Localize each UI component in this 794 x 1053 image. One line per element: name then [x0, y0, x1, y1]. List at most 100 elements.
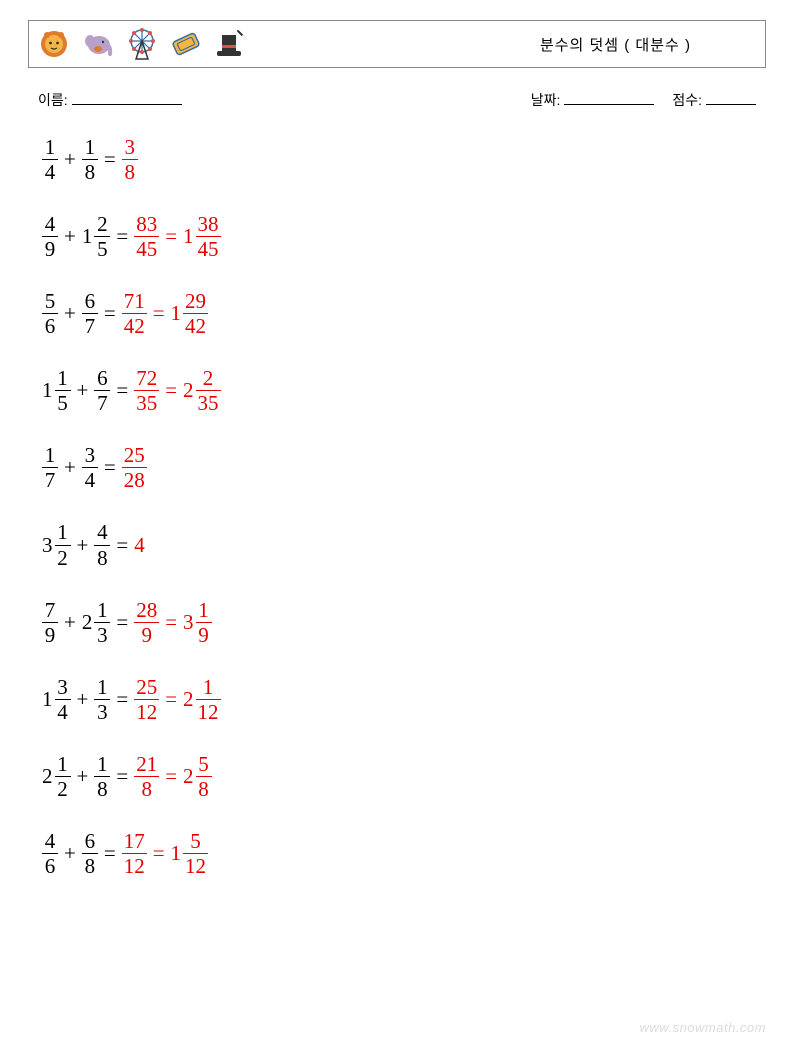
denominator: 2 [55, 778, 71, 800]
header-icons [37, 27, 247, 61]
fraction: 7235 [134, 367, 159, 414]
numerator: 1 [42, 444, 58, 466]
operand: 134 [42, 676, 71, 723]
whole-part: 2 [183, 766, 194, 787]
whole-part: 2 [183, 380, 194, 401]
numerator: 6 [82, 830, 98, 852]
ticket-icon [169, 27, 203, 61]
denominator: 7 [94, 392, 110, 414]
equals-sign: = [165, 380, 177, 401]
denominator: 35 [196, 392, 221, 414]
operand: 46 [42, 830, 58, 877]
numerator: 25 [122, 444, 147, 466]
answer-value: 4 [134, 535, 147, 556]
numerator: 1 [55, 367, 71, 389]
equals-sign: = [116, 766, 128, 787]
operator: + [64, 457, 76, 478]
numerator: 4 [94, 521, 110, 543]
operand: 13 [94, 676, 110, 723]
numerator: 2 [94, 213, 110, 235]
equals-sign: = [116, 380, 128, 401]
numerator: 1 [94, 599, 110, 621]
operator: + [64, 226, 76, 247]
fraction: 38 [122, 136, 138, 183]
operator: + [64, 843, 76, 864]
score-blank[interactable] [706, 90, 756, 105]
denominator: 12 [122, 855, 147, 877]
numerator: 21 [134, 753, 159, 775]
whole-part: 1 [42, 689, 53, 710]
fraction: 49 [42, 213, 58, 260]
equals-sign: = [153, 843, 165, 864]
numerator: 7 [42, 599, 58, 621]
whole-part: 1 [171, 303, 182, 324]
whole-part: 1 [183, 226, 194, 247]
equals-sign: = [165, 612, 177, 633]
numerator: 3 [55, 676, 71, 698]
whole-part: 1 [42, 380, 53, 401]
numerator: 1 [42, 136, 58, 158]
denominator: 45 [134, 238, 159, 260]
operand: 212 [42, 753, 71, 800]
fraction: 512 [183, 830, 208, 877]
denominator: 8 [122, 161, 138, 183]
numerator: 3 [122, 136, 138, 158]
answer-value: 2112 [183, 676, 221, 723]
meta-row: 이름: 날짜: 점수: [38, 90, 756, 110]
denominator: 4 [82, 469, 98, 491]
fraction: 13 [94, 676, 110, 723]
date-blank[interactable] [564, 90, 654, 105]
denominator: 28 [122, 469, 147, 491]
problem-row: 312+48=4 [42, 521, 766, 568]
denominator: 12 [183, 855, 208, 877]
numerator: 17 [122, 830, 147, 852]
problem-row: 79+213=289=319 [42, 599, 766, 646]
numerator: 3 [82, 444, 98, 466]
numerator: 71 [122, 290, 147, 312]
problem-row: 56+67=7142=12942 [42, 290, 766, 337]
equals-sign: = [165, 766, 177, 787]
equals-sign: = [104, 457, 116, 478]
denominator: 8 [196, 778, 212, 800]
equals-sign: = [153, 303, 165, 324]
answer-value: 13845 [183, 213, 221, 260]
denominator: 12 [196, 701, 221, 723]
numerator: 1 [82, 136, 98, 158]
equals-sign: = [104, 149, 116, 170]
denominator: 8 [94, 547, 110, 569]
problem-list: 14+18=3849+125=8345=1384556+67=7142=1294… [42, 136, 766, 877]
numerator: 1 [55, 521, 71, 543]
problem-row: 49+125=8345=13845 [42, 213, 766, 260]
answer-value: 289 [134, 599, 159, 646]
operator: + [77, 689, 89, 710]
fraction: 14 [42, 136, 58, 183]
answer-value: 1712 [122, 830, 147, 877]
magic-hat-icon [213, 27, 247, 61]
fraction: 58 [196, 753, 212, 800]
name-blank[interactable] [72, 90, 182, 105]
denominator: 6 [42, 855, 58, 877]
worksheet-title: 분수의 덧셈 ( 대분수 ) [540, 34, 751, 55]
equals-sign: = [116, 535, 128, 556]
operand: 67 [82, 290, 98, 337]
equals-sign: = [104, 303, 116, 324]
answer-value: 2512 [134, 676, 159, 723]
lion-icon [37, 27, 71, 61]
fraction: 34 [82, 444, 98, 491]
operand: 48 [94, 521, 110, 568]
operand: 115 [42, 367, 71, 414]
fraction: 15 [55, 367, 71, 414]
numerator: 83 [134, 213, 159, 235]
denominator: 5 [94, 238, 110, 260]
equals-sign: = [116, 226, 128, 247]
fraction: 18 [82, 136, 98, 183]
fraction: 12 [55, 753, 71, 800]
fraction: 3845 [196, 213, 221, 260]
numerator: 28 [134, 599, 159, 621]
numerator: 1 [94, 753, 110, 775]
answer-value: 2235 [183, 367, 221, 414]
numerator: 5 [188, 830, 204, 852]
whole-part: 1 [171, 843, 182, 864]
operand: 68 [82, 830, 98, 877]
whole-part: 3 [42, 535, 53, 556]
